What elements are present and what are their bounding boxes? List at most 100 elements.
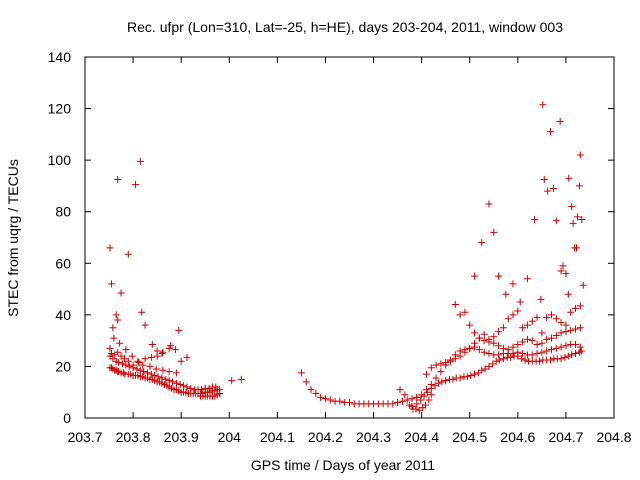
data-point (543, 313, 551, 321)
x-tick-label: 203.8 (116, 429, 151, 445)
data-point (408, 395, 416, 403)
data-point (148, 341, 156, 349)
data-point (122, 346, 130, 354)
y-tick-label: 20 (55, 358, 71, 374)
data-point (144, 369, 152, 377)
data-point (568, 203, 576, 211)
data-point (480, 348, 488, 356)
data-point (321, 395, 329, 403)
data-point (159, 366, 167, 374)
y-axis: 0 20 40 60 80 100 120 140 (48, 49, 614, 426)
data-point (557, 267, 565, 275)
data-point (552, 315, 560, 323)
data-point (119, 360, 127, 368)
data-points (106, 101, 587, 414)
data-point (228, 377, 236, 385)
x-tick-label: 204.4 (404, 429, 439, 445)
data-point (153, 347, 161, 355)
data-point (302, 378, 310, 386)
data-point (519, 350, 527, 358)
y-axis-title: STEC from uqrg / TECUs (5, 159, 21, 317)
data-point (114, 175, 122, 183)
point-series-13 (539, 101, 587, 298)
data-point (518, 355, 526, 363)
point-series-2 (106, 344, 191, 369)
data-point (107, 280, 115, 288)
data-point (169, 378, 177, 386)
data-point (504, 346, 512, 354)
data-point (507, 353, 515, 361)
y-tick-label: 0 (63, 410, 71, 426)
data-point (183, 383, 191, 391)
data-point (432, 374, 440, 382)
data-point (485, 200, 493, 208)
data-point (466, 321, 474, 329)
data-point (547, 311, 555, 319)
data-point (422, 370, 430, 378)
data-point (562, 328, 570, 336)
data-point (502, 290, 510, 298)
point-series-11 (451, 301, 584, 346)
data-point (523, 321, 531, 329)
data-point (528, 337, 536, 345)
x-tick-label: 204.7 (548, 429, 583, 445)
point-series-4 (110, 175, 180, 377)
data-point (562, 270, 570, 278)
x-tick-label: 204.5 (452, 429, 487, 445)
data-point (514, 307, 522, 315)
data-point (131, 181, 139, 189)
data-point (471, 272, 479, 280)
data-point (490, 339, 498, 347)
x-tick-label: 204.6 (500, 429, 535, 445)
data-point (533, 313, 541, 321)
data-point (519, 338, 527, 346)
data-point (124, 357, 132, 365)
data-point (509, 311, 517, 319)
data-point (576, 324, 584, 332)
data-point (509, 350, 517, 358)
data-point (317, 393, 325, 401)
data-point (141, 321, 149, 329)
data-point (147, 353, 155, 361)
data-point (578, 215, 586, 223)
data-point (495, 342, 503, 350)
data-point (212, 383, 220, 391)
data-point (538, 329, 546, 337)
data-point (427, 364, 435, 372)
data-point (417, 396, 425, 404)
data-point (125, 362, 133, 370)
data-point (307, 386, 315, 394)
data-point (572, 341, 580, 349)
data-point (165, 377, 173, 385)
data-point (567, 308, 575, 316)
point-series-1 (106, 352, 220, 394)
data-point (167, 342, 175, 350)
data-point (528, 351, 536, 359)
data-point (492, 357, 500, 365)
plot-frame (84, 56, 615, 419)
data-point (514, 341, 522, 349)
x-tick-label: 204.1 (260, 429, 295, 445)
data-point (437, 360, 445, 368)
data-point (389, 400, 397, 408)
point-series-12 (471, 117, 584, 306)
data-point (412, 405, 420, 413)
data-point (162, 375, 170, 383)
data-point (572, 325, 580, 333)
data-point (171, 346, 179, 354)
data-point (533, 350, 541, 358)
data-point (124, 250, 132, 258)
data-point (557, 329, 565, 337)
data-point (561, 353, 569, 361)
data-point (183, 353, 191, 361)
data-point (139, 361, 147, 369)
data-point (485, 338, 493, 346)
data-point (134, 357, 142, 365)
data-point (509, 280, 517, 288)
data-point (427, 391, 435, 399)
data-point (403, 396, 411, 404)
data-point (480, 330, 488, 338)
data-point (572, 350, 580, 358)
data-point (568, 351, 576, 359)
x-tick-label: 203.9 (164, 429, 199, 445)
